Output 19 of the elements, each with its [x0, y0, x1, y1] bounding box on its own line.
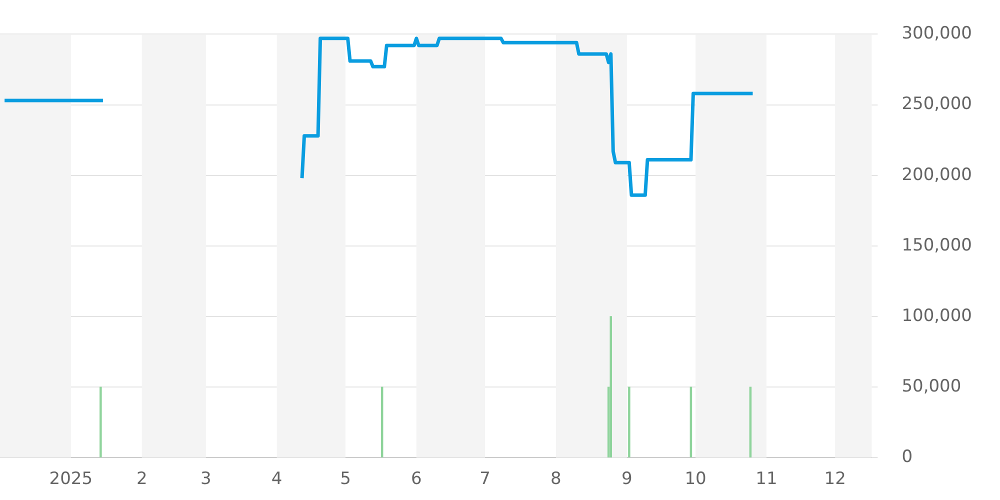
x-tick-label: 2025: [49, 469, 93, 490]
y-tick-label: 300,000: [902, 24, 972, 44]
y-tick-label: 0: [902, 447, 913, 468]
x-tick-label: 11: [756, 469, 778, 490]
y-tick-label: 50,000: [902, 376, 962, 396]
x-tick-label: 7: [480, 469, 490, 490]
x-tick-label: 12: [824, 469, 846, 490]
y-tick-label: 100,000: [902, 306, 972, 326]
x-tick-label: 2: [136, 469, 148, 490]
y-tick-label: 150,000: [902, 235, 972, 256]
x-tick-label: 8: [550, 469, 562, 490]
x-tick-label: 10: [684, 469, 706, 490]
x-tick-label: 3: [200, 469, 212, 490]
y-tick-label: 200,000: [902, 164, 972, 185]
x-tick-label: 9: [621, 469, 632, 490]
x-tick-label: 6: [410, 469, 422, 490]
x-tick-label: 5: [340, 469, 351, 490]
x-tick-label: 4: [271, 469, 282, 490]
y-tick-label: 250,000: [902, 94, 972, 114]
